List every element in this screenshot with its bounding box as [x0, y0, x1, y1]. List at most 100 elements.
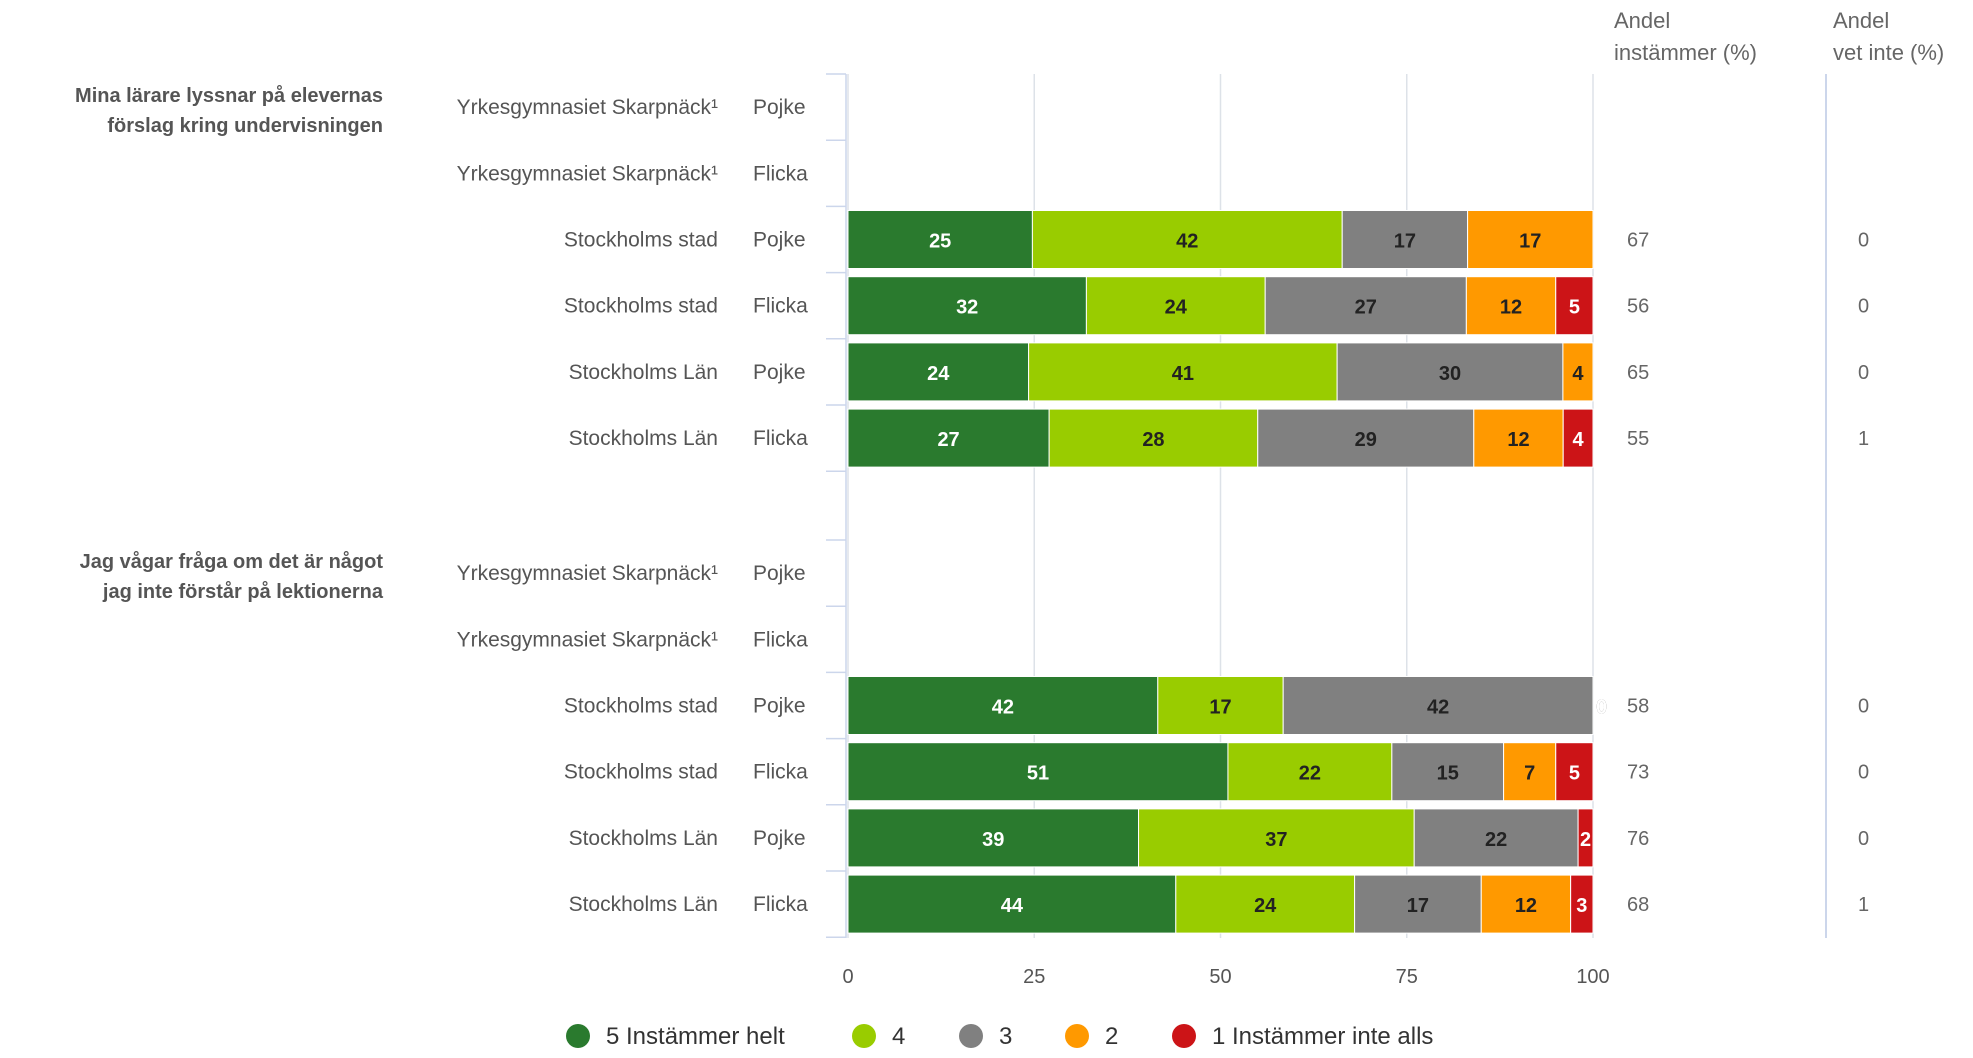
share-agree-value: 76	[1627, 828, 1649, 850]
x-tick-label: 50	[1209, 966, 1231, 988]
row-group-label: Yrkesgymnasiet Skarpnäck¹	[457, 96, 718, 119]
bar-segment-label: 3	[1576, 895, 1587, 917]
legend-marker	[566, 1024, 590, 1048]
bar-segment-label: 0	[1596, 231, 1607, 253]
share-agree-value: 73	[1627, 762, 1649, 784]
bar-segment-label: 15	[1437, 763, 1459, 785]
bar-segment-label: 24	[927, 363, 950, 385]
bar-segment-label: 41	[1172, 363, 1194, 385]
bars: 25 42 17 17 032 24 27 12 524 41 30 4 027 28 29 12 442 17 4…	[848, 211, 1607, 934]
legend-marker	[852, 1024, 876, 1048]
row-group-label: Stockholms Län	[569, 361, 718, 384]
bar-segment-label: 32	[956, 297, 978, 319]
bar-segment-label: 22	[1485, 829, 1507, 851]
share-agree-value: 67	[1627, 230, 1649, 252]
bar-segment-label: 25	[929, 231, 951, 253]
row-gender-label: Flicka	[753, 893, 808, 916]
bar-segment-label: 0	[1596, 697, 1607, 719]
header-share-agree-line2: instämmer (%)	[1614, 40, 1757, 65]
question-label: Jag vågar fråga om det är något	[80, 550, 384, 573]
row-group-label: Stockholms Län	[569, 827, 718, 850]
legend-label: 2	[1105, 1023, 1118, 1050]
bar-segment-label: 12	[1515, 895, 1537, 917]
share-dont-know-value: 0	[1858, 762, 1869, 784]
x-tick-label: 75	[1396, 966, 1418, 988]
bar-segment-label: 5	[1569, 763, 1580, 785]
share-dont-know-value: 0	[1858, 828, 1869, 850]
row-gender-label: Pojke	[753, 562, 806, 585]
share-agree-value: 68	[1627, 894, 1649, 916]
row-group-label: Stockholms stad	[564, 761, 718, 784]
bar-segment-label: 17	[1407, 895, 1429, 917]
share-dont-know-value: 0	[1858, 696, 1869, 718]
row-group-label: Stockholms stad	[564, 229, 718, 252]
side-columns: Andel instämmer (%) Andel vet inte (%) 6…	[1614, 8, 1944, 938]
row-gender-label: Flicka	[753, 761, 808, 784]
bar-segment-label: 37	[1265, 829, 1287, 851]
question-label: Mina lärare lyssnar på elevernas	[75, 84, 383, 107]
share-dont-know-value: 1	[1858, 428, 1869, 450]
row-gender-label: Pojke	[753, 695, 806, 718]
x-tick-label: 0	[842, 966, 853, 988]
row-gender-label: Pojke	[753, 96, 806, 119]
bar-segment-label: 30	[1439, 363, 1461, 385]
bar-segment-label: 42	[1427, 697, 1449, 719]
legend-marker	[959, 1024, 983, 1048]
bar-segment-label: 12	[1507, 429, 1529, 451]
bar-segment-label: 51	[1027, 763, 1049, 785]
row-group-label: Yrkesgymnasiet Skarpnäck¹	[457, 162, 718, 185]
header-dont-know-line2: vet inte (%)	[1833, 40, 1944, 65]
bar-segment-label: 28	[1142, 429, 1164, 451]
bar-segment-label: 44	[1001, 895, 1024, 917]
question-label: jag inte förstår på lektionerna	[102, 580, 384, 603]
legend-label: 4	[892, 1023, 905, 1050]
row-group-label: Yrkesgymnasiet Skarpnäck¹	[457, 628, 718, 651]
row-gender-label: Flicka	[753, 295, 808, 318]
bar-segment-label: 17	[1209, 697, 1231, 719]
bar-segment-label: 42	[992, 697, 1014, 719]
bar-segment-label: 4	[1573, 429, 1585, 451]
share-dont-know-value: 1	[1858, 894, 1869, 916]
bar-segment-label: 27	[937, 429, 959, 451]
x-tick-label: 100	[1576, 966, 1609, 988]
row-group-label: Stockholms stad	[564, 295, 718, 318]
row-gender-label: Flicka	[753, 628, 808, 651]
bar-segment-label: 29	[1355, 429, 1377, 451]
x-tick-label: 25	[1023, 966, 1045, 988]
legend-marker	[1065, 1024, 1089, 1048]
share-dont-know-value: 0	[1858, 296, 1869, 318]
share-agree-value: 56	[1627, 296, 1649, 318]
row-gender-label: Flicka	[753, 162, 808, 185]
row-gender-label: Pojke	[753, 827, 806, 850]
bar-segment-label: 4	[1572, 363, 1584, 385]
share-agree-value: 55	[1627, 428, 1649, 450]
bar-segment-label: 22	[1299, 763, 1321, 785]
bar-segment-label: 17	[1394, 231, 1416, 253]
legend-marker	[1172, 1024, 1196, 1048]
bar-segment-label: 39	[982, 829, 1004, 851]
row-group-label: Stockholms stad	[564, 695, 718, 718]
legend: 5 Instämmer helt 4 3 2 1 Instämmer inte alls	[566, 1023, 1433, 1050]
question-label: förslag kring undervisningen	[107, 115, 383, 137]
bar-segment-label: 17	[1519, 231, 1541, 253]
row-group-label: Yrkesgymnasiet Skarpnäck¹	[457, 562, 718, 585]
bar-segment-label: 7	[1524, 763, 1535, 785]
row-group-label: Stockholms Län	[569, 427, 718, 450]
bar-segment-label: 27	[1355, 297, 1377, 319]
share-agree-value: 58	[1627, 696, 1649, 718]
share-dont-know-value: 0	[1858, 362, 1869, 384]
row-gender-label: Pojke	[753, 361, 806, 384]
header-dont-know-line1: Andel	[1833, 8, 1889, 33]
bar-segment-label: 5	[1569, 297, 1580, 319]
bar-segment-label: 42	[1176, 231, 1198, 253]
row-labels: Mina lärare lyssnar på elevernas förslag …	[75, 84, 808, 916]
bar-segment-label: 24	[1165, 297, 1188, 319]
legend-label: 1 Instämmer inte alls	[1212, 1023, 1433, 1050]
header-share-agree-line1: Andel	[1614, 8, 1670, 33]
legend-label: 5 Instämmer helt	[606, 1023, 785, 1050]
share-agree-value: 65	[1627, 362, 1649, 384]
share-dont-know-value: 0	[1858, 230, 1869, 252]
row-gender-label: Flicka	[753, 427, 808, 450]
bar-segment-label: 2	[1580, 829, 1591, 851]
